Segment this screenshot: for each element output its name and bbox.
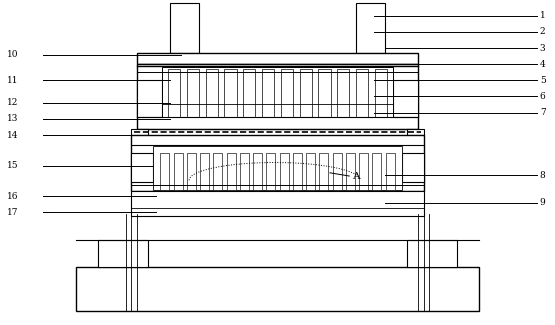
Text: A: A (352, 173, 360, 181)
Bar (337, 69, 349, 117)
Bar (168, 69, 180, 117)
Bar (224, 69, 236, 117)
Bar (226, 153, 235, 190)
Bar (266, 153, 275, 190)
Bar (137, 80, 162, 117)
Bar (162, 68, 393, 117)
Bar (131, 153, 153, 182)
Text: 10: 10 (7, 50, 18, 59)
Text: 14: 14 (7, 131, 18, 140)
Text: 16: 16 (7, 192, 18, 201)
Text: 5: 5 (540, 76, 546, 85)
Bar (174, 153, 183, 190)
Text: 8: 8 (540, 171, 546, 180)
Bar (98, 240, 148, 267)
Bar (76, 267, 479, 311)
Bar (393, 80, 418, 117)
Bar (346, 153, 355, 190)
Text: 7: 7 (540, 108, 546, 117)
Bar (153, 146, 402, 190)
Text: 17: 17 (7, 208, 18, 217)
Bar (137, 64, 418, 129)
Bar (137, 53, 418, 64)
Bar (187, 69, 199, 117)
Bar (187, 153, 196, 190)
Bar (407, 240, 457, 267)
Bar (356, 69, 368, 117)
Bar (131, 135, 424, 191)
Text: 12: 12 (7, 98, 18, 107)
Text: 9: 9 (540, 198, 546, 207)
Bar (332, 153, 341, 190)
Bar (170, 3, 199, 53)
Bar (131, 129, 148, 135)
Bar (386, 153, 395, 190)
Bar (319, 69, 331, 117)
Bar (300, 69, 312, 117)
Bar (306, 153, 315, 190)
Bar (253, 153, 262, 190)
Text: 2: 2 (540, 28, 546, 36)
Bar (206, 69, 218, 117)
Bar (131, 191, 424, 216)
Bar (214, 153, 223, 190)
Bar (402, 153, 424, 182)
Bar (293, 153, 302, 190)
Bar (372, 153, 381, 190)
Bar (280, 153, 289, 190)
Text: 13: 13 (7, 114, 18, 124)
Bar (281, 69, 293, 117)
Text: 15: 15 (7, 161, 18, 170)
Text: 3: 3 (540, 44, 546, 53)
Text: 6: 6 (540, 92, 546, 101)
Bar (320, 153, 329, 190)
Bar (243, 69, 255, 117)
Bar (240, 153, 249, 190)
Text: 1: 1 (540, 11, 546, 20)
Bar (262, 69, 274, 117)
Text: 4: 4 (540, 60, 546, 69)
Bar (407, 129, 424, 135)
Bar (356, 3, 385, 53)
Bar (375, 69, 387, 117)
Bar (359, 153, 368, 190)
Bar (160, 153, 169, 190)
Text: 11: 11 (7, 76, 18, 85)
Bar (200, 153, 209, 190)
